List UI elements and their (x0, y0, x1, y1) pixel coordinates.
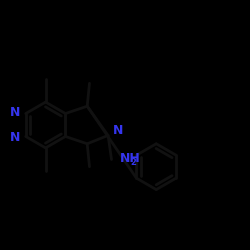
Text: N: N (10, 131, 20, 144)
Text: NH: NH (120, 152, 141, 165)
Text: 2: 2 (130, 158, 136, 167)
Text: N: N (113, 124, 123, 137)
Text: N: N (10, 106, 20, 119)
